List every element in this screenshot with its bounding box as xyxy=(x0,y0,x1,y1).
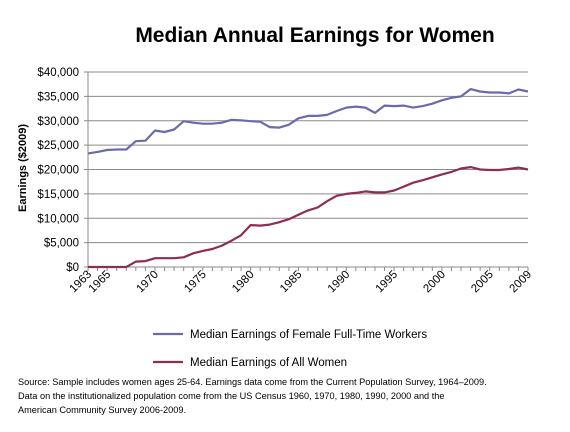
x-tick-label: 2005 xyxy=(469,269,496,296)
x-tick-label: 1975 xyxy=(182,269,209,296)
source-note-line-3: American Community Survey 2006-2009. xyxy=(18,404,187,415)
x-tick-label: 1985 xyxy=(278,269,305,296)
x-tick-label: 1995 xyxy=(374,269,401,296)
series-line-1 xyxy=(87,87,529,155)
source-note-line-2: Data on the institutionalized population… xyxy=(18,390,445,401)
y-tick-label: $0 xyxy=(66,262,79,274)
axes xyxy=(84,71,529,271)
legend-label-1: Median Earnings of Female Full-Time Work… xyxy=(190,329,427,341)
series-line-2 xyxy=(88,166,529,269)
y-tick-label: $5,000 xyxy=(44,238,79,250)
y-tick-label: $10,000 xyxy=(37,213,79,225)
x-tick-label: 1980 xyxy=(230,269,257,296)
source-note-line-1: Source: Sample includes women ages 25-64… xyxy=(18,377,487,387)
y-axis-label: Earnings ($2009) xyxy=(17,124,29,212)
x-tick-label: 2000 xyxy=(421,269,448,296)
x-tick-label: 1990 xyxy=(326,269,353,296)
y-tick-labels: $0 $5,000 $10,000 $15,000 $20,000 $25,000 $30,… xyxy=(37,67,79,274)
chart-title: Median Annual Earnings for Women xyxy=(135,24,494,47)
legend-label-2: Median Earnings of All Women xyxy=(190,357,347,369)
y-tick-label: $35,000 xyxy=(37,91,79,103)
source-note: Source: Sample includes women ages 25-64… xyxy=(18,376,563,417)
y-tick-label: $40,000 xyxy=(37,67,79,79)
x-tick-label: 2009 xyxy=(508,269,535,296)
x-tick-label: 1970 xyxy=(134,269,161,296)
y-tick-label: $25,000 xyxy=(37,140,79,152)
y-tick-label: $30,000 xyxy=(37,116,79,128)
x-tick-label: 1965 xyxy=(87,269,114,296)
series xyxy=(87,87,529,269)
gridlines xyxy=(88,71,528,244)
y-tick-label: $15,000 xyxy=(37,189,79,201)
y-tick-label: $20,000 xyxy=(37,165,79,177)
legend: Median Earnings of Female Full-Time Work… xyxy=(153,329,427,369)
